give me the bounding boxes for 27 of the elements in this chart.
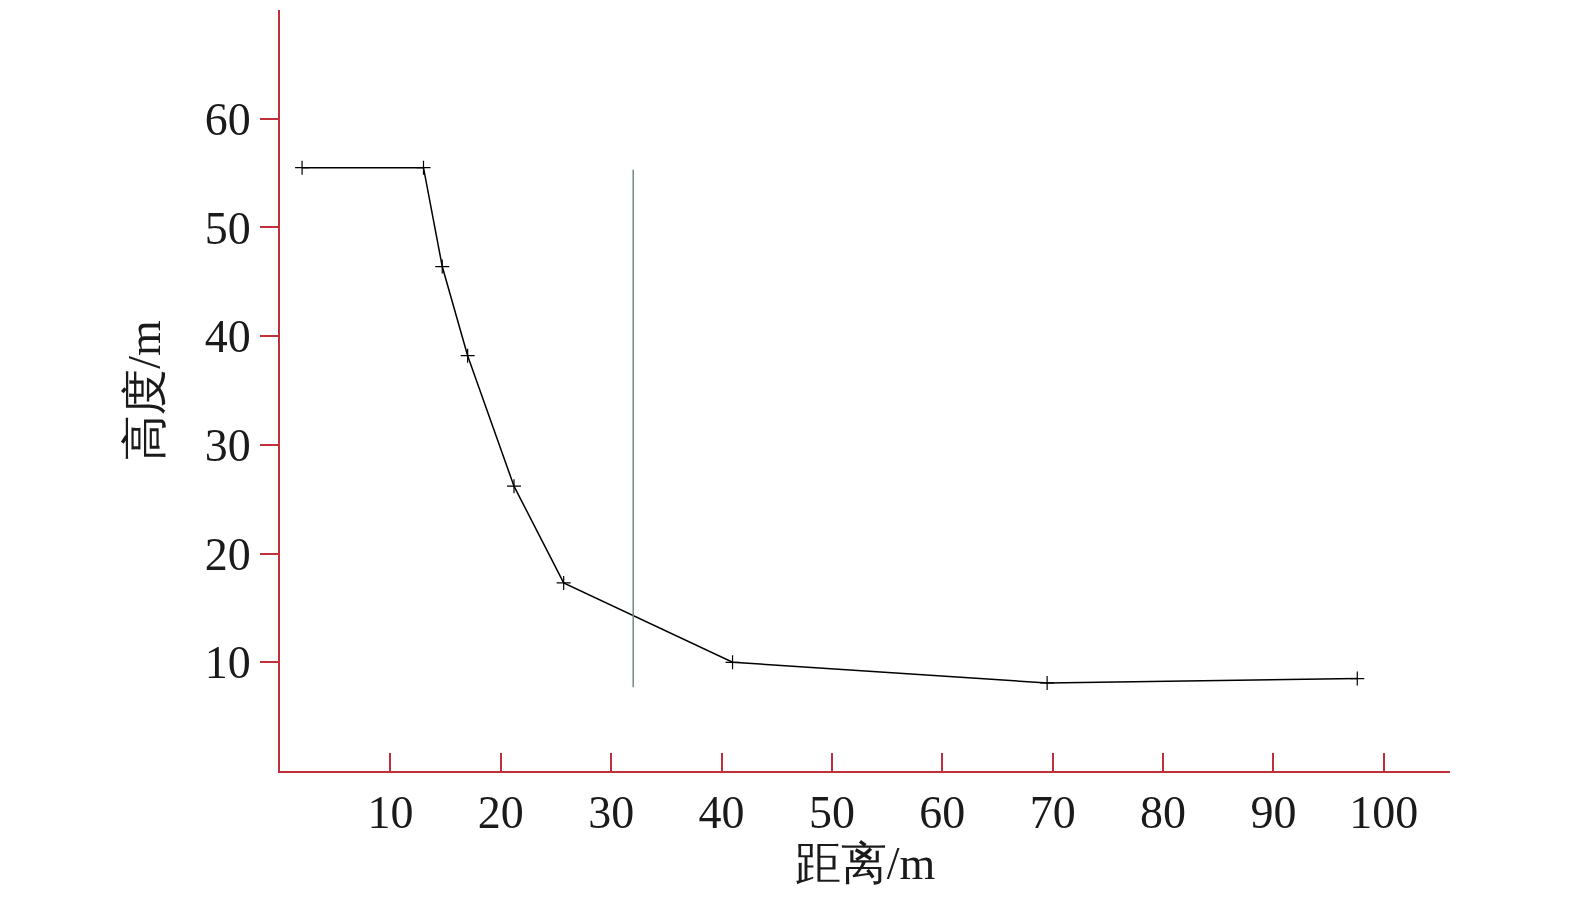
y-axis-title: 高度/m [118,320,170,461]
y-tick-label: 60 [204,93,251,145]
point [415,160,432,176]
x-tick-label: 20 [477,787,524,839]
y-tick-label: 10 [204,637,251,689]
y-tick-label: 30 [204,419,251,471]
y-tick-label: 40 [204,311,251,363]
point [1349,670,1365,687]
y-tick-label: 20 [204,528,251,580]
x-tick-label: 30 [588,787,635,839]
point [724,654,741,670]
x-tick-label: 70 [1029,787,1076,839]
x-tick-label: 60 [919,787,966,839]
x-tick-label: 80 [1140,787,1187,839]
point [434,258,450,275]
point [506,478,522,494]
y-tick-label: 50 [204,202,251,254]
x-tick-label: 50 [808,787,855,839]
x-axis-title: 距离/m [794,838,936,890]
x-tick-label: 10 [367,787,414,839]
x-tick-label: 100 [1349,787,1419,839]
x-tick-label: 90 [1250,787,1297,839]
point [460,348,476,364]
point [556,575,572,591]
x-tick-label: 40 [698,787,745,839]
point [294,160,310,176]
point [1039,675,1055,691]
